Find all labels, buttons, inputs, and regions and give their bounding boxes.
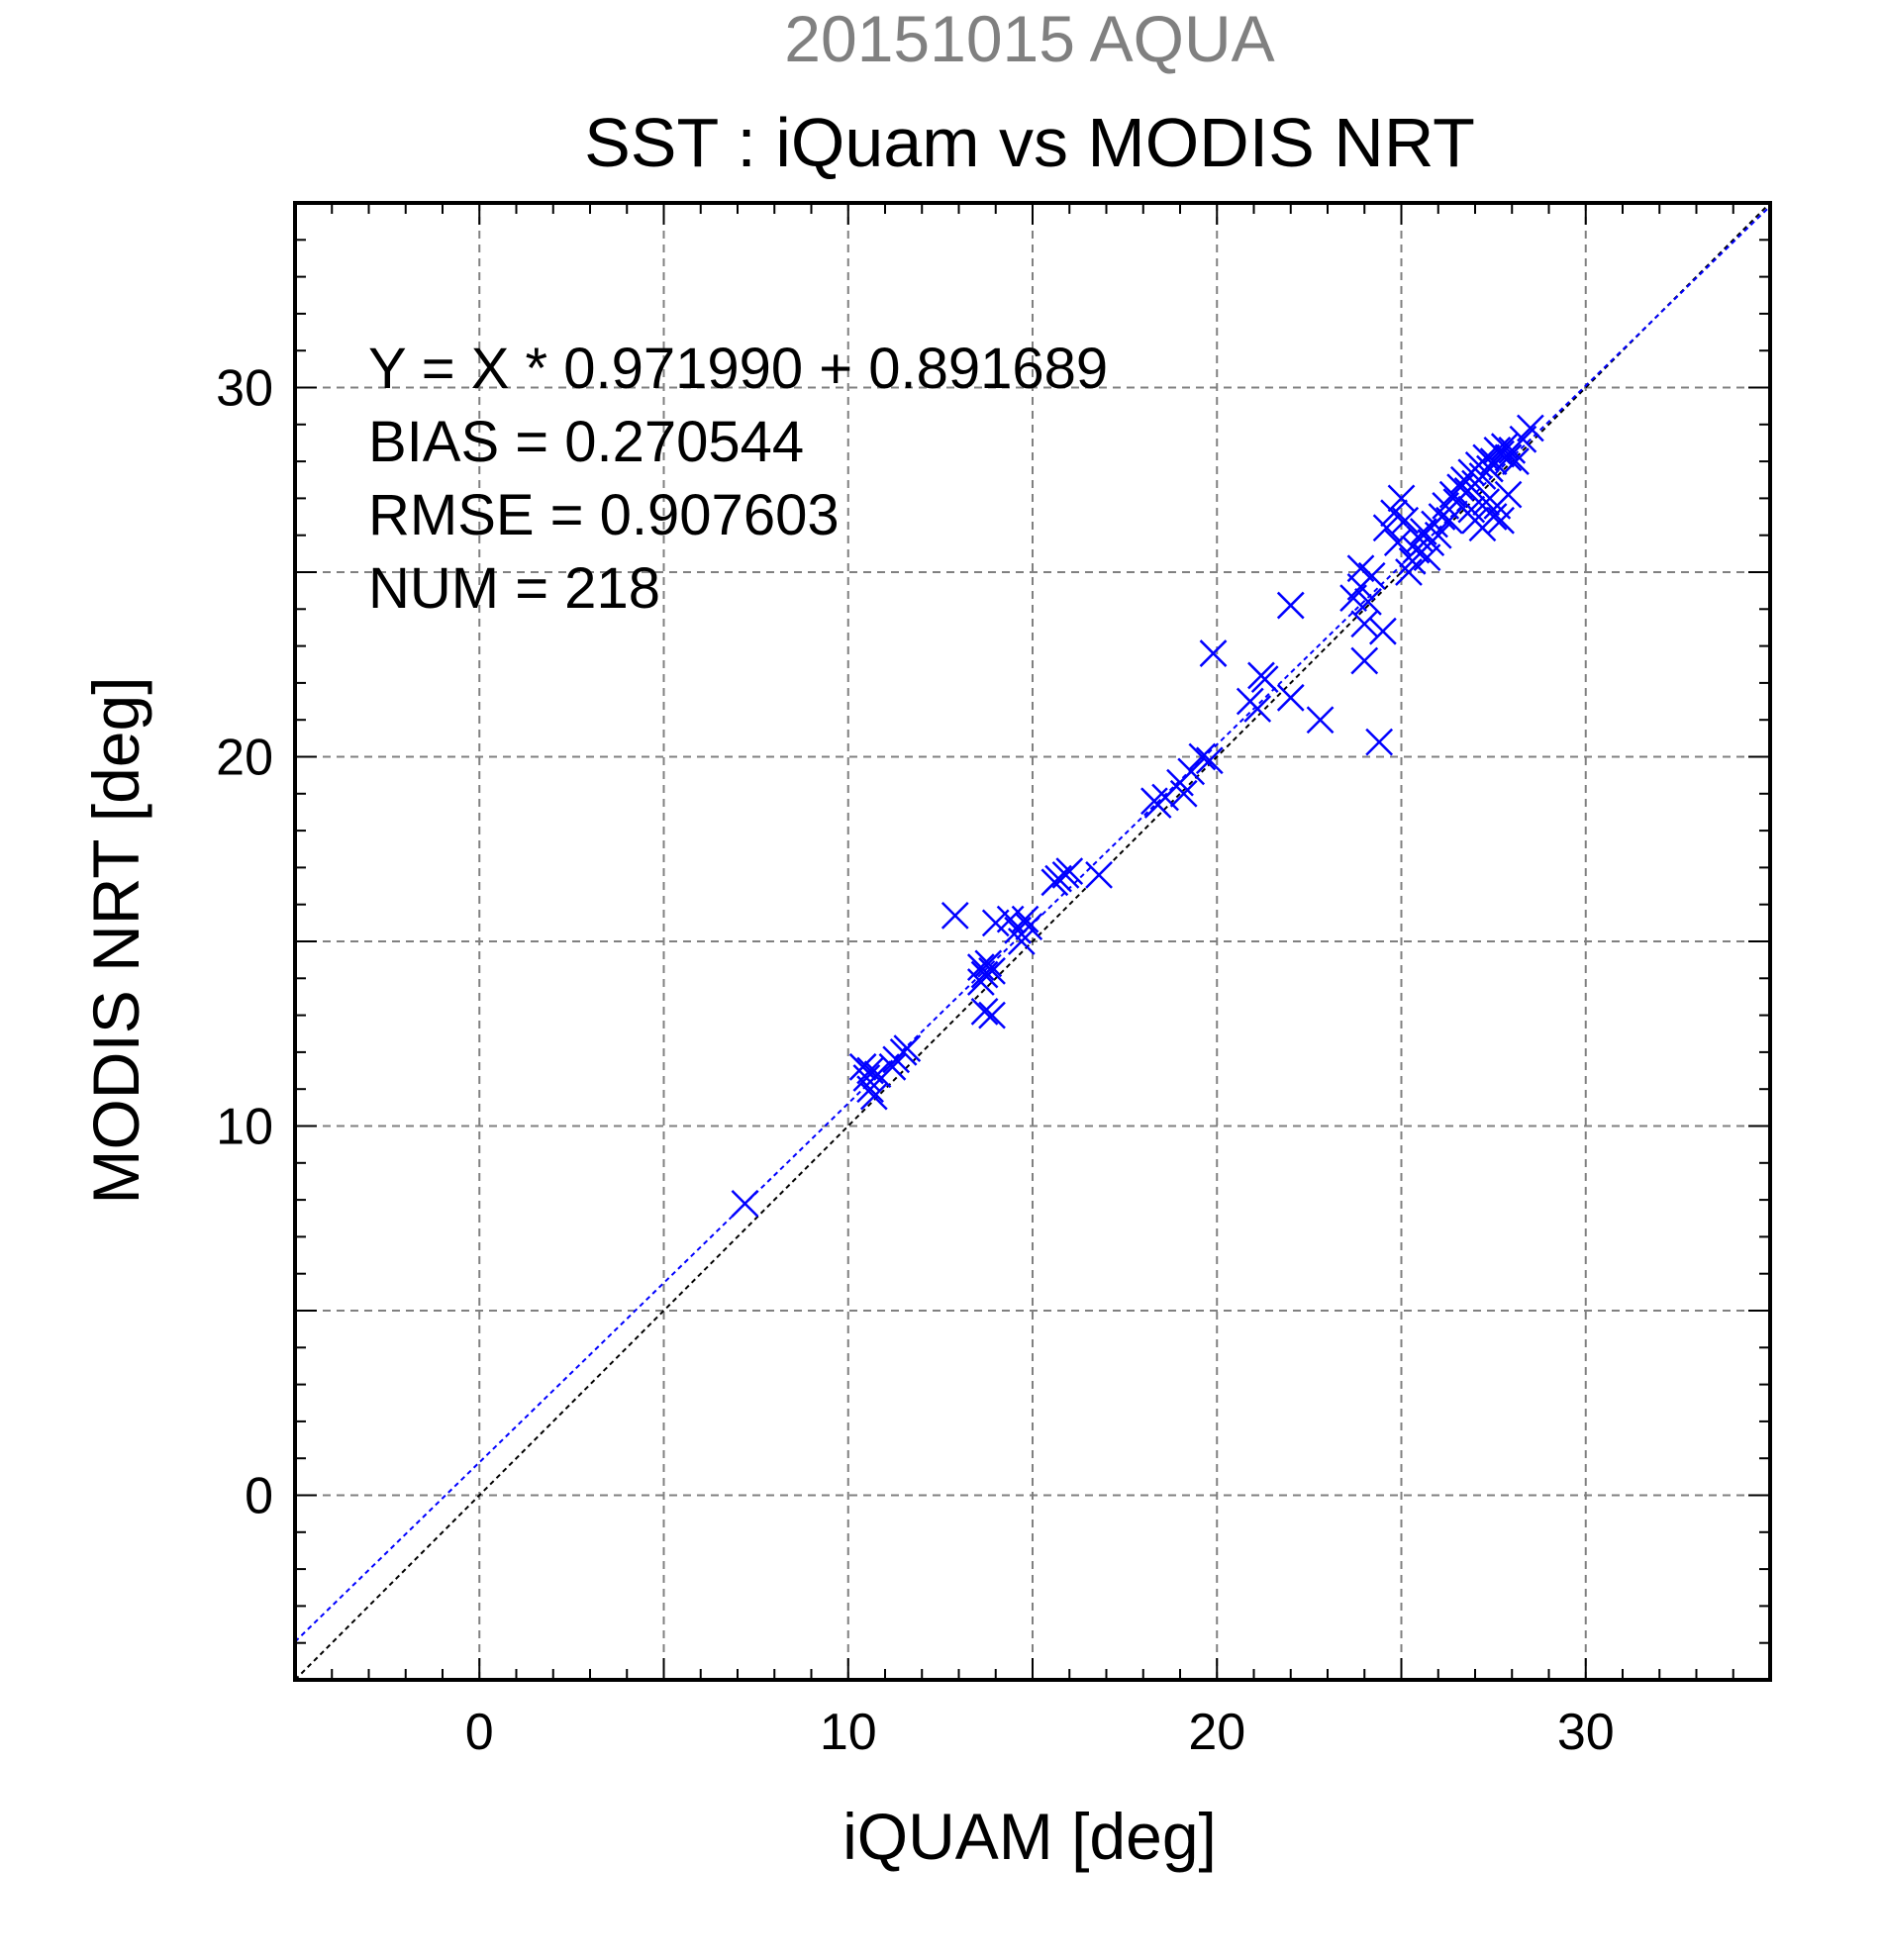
data-points <box>731 414 1544 1218</box>
data-point <box>856 1075 884 1104</box>
data-point <box>731 1189 759 1218</box>
data-point <box>1350 610 1379 638</box>
data-point <box>1243 695 1272 723</box>
x-tick-label: 0 <box>465 1704 494 1761</box>
data-point <box>852 1064 881 1092</box>
data-point <box>1516 414 1544 442</box>
data-point <box>1188 742 1217 771</box>
data-point <box>1276 683 1305 712</box>
data-point <box>1494 443 1523 472</box>
chart-subtitle: SST : iQuam vs MODIS NRT <box>584 104 1475 181</box>
chart-title: 20151015 AQUA <box>784 2 1274 75</box>
x-tick-label: 20 <box>1188 1704 1245 1761</box>
stats-box: Y = X * 0.971990 + 0.891689 BIAS = 0.270… <box>368 337 1108 621</box>
y-tick-label: 0 <box>245 1468 273 1525</box>
x-tick-labels: 0 10 20 30 <box>465 1704 1615 1761</box>
data-point <box>1476 454 1504 483</box>
data-point <box>1365 728 1394 756</box>
data-point <box>940 902 969 930</box>
y-tick-label: 30 <box>216 360 273 418</box>
data-point <box>1177 757 1206 786</box>
bias-stat: BIAS = 0.270544 <box>368 410 804 474</box>
regression-equation: Y = X * 0.971990 + 0.891689 <box>368 337 1108 401</box>
data-point <box>1387 484 1416 513</box>
data-point <box>978 1001 1006 1029</box>
data-point <box>1487 440 1515 468</box>
data-point <box>1479 503 1508 531</box>
data-point <box>970 960 999 989</box>
y-tick-label: 10 <box>216 1099 273 1156</box>
data-point <box>1502 447 1530 475</box>
x-axis-label: iQUAM [deg] <box>842 1800 1217 1873</box>
data-point <box>1357 561 1386 590</box>
data-point <box>1457 495 1486 524</box>
data-point <box>1490 433 1519 461</box>
data-point <box>1350 646 1379 675</box>
data-point <box>1424 521 1452 549</box>
y-axis-label: MODIS NRT [deg] <box>79 676 152 1204</box>
data-point <box>848 1052 877 1081</box>
data-point <box>1199 639 1228 667</box>
x-tick-label: 30 <box>1557 1704 1615 1761</box>
data-point <box>1250 665 1279 694</box>
data-point <box>970 997 999 1026</box>
plot-frame <box>293 201 1772 1682</box>
num-stat: NUM = 218 <box>368 556 660 621</box>
data-point <box>1085 860 1113 889</box>
y-tick-labels: 0 10 20 30 <box>216 360 273 1525</box>
data-point <box>1395 558 1423 586</box>
data-point <box>1368 617 1397 645</box>
data-point <box>966 953 995 981</box>
data-point <box>863 1060 892 1089</box>
data-point <box>1011 905 1040 933</box>
data-point <box>1383 529 1412 557</box>
rmse-stat: RMSE = 0.907603 <box>368 483 840 547</box>
data-point <box>978 956 1006 985</box>
data-point <box>1494 480 1523 509</box>
data-point <box>1015 913 1043 940</box>
data-point <box>974 949 1003 978</box>
data-point <box>1169 779 1198 808</box>
data-point <box>1354 587 1382 616</box>
data-point <box>1472 488 1501 517</box>
data-point <box>1372 514 1401 542</box>
data-point <box>1195 746 1224 775</box>
data-point <box>1436 506 1463 535</box>
data-point <box>1055 857 1084 886</box>
identity-line <box>294 202 1771 1681</box>
y-tick-label: 20 <box>216 730 273 787</box>
data-point <box>1007 928 1036 955</box>
data-point <box>1306 706 1335 735</box>
data-point <box>893 1034 922 1063</box>
data-point <box>878 1052 907 1081</box>
data-point <box>1391 506 1420 535</box>
data-point <box>859 1082 888 1111</box>
data-point <box>1276 591 1305 620</box>
x-tick-label: 10 <box>820 1704 877 1761</box>
